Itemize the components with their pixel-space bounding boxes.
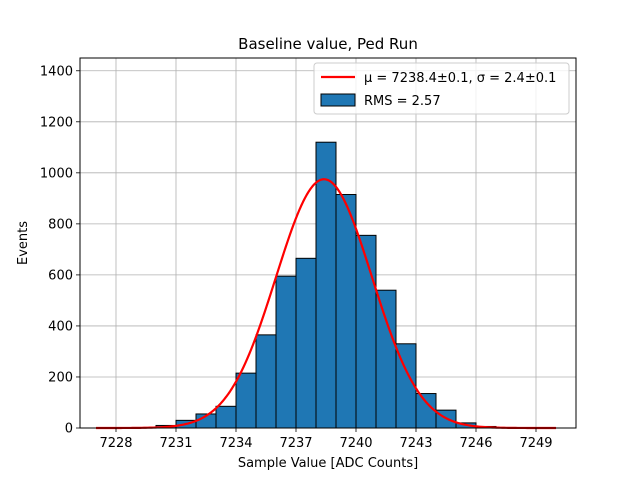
y-tick-label: 800 — [48, 217, 73, 232]
gaussian-fit — [96, 178, 556, 430]
legend-rms-label: RMS = 2.57 — [364, 94, 441, 109]
y-tick-label: 200 — [48, 370, 73, 385]
histogram-bar — [415, 393, 437, 429]
histogram-bar — [355, 234, 377, 429]
x-tick-label: 7243 — [399, 436, 432, 451]
x-axis-title: Sample Value [ADC Counts] — [238, 456, 418, 471]
x-tick-label: 7246 — [459, 436, 492, 451]
y-axis-title: Events — [16, 221, 31, 265]
legend-box — [313, 62, 570, 115]
y-tick-label: 400 — [48, 319, 73, 334]
legend-fit-label: μ = 7238.4±0.1, σ = 2.4±0.1 — [364, 71, 556, 86]
legend: μ = 7238.4±0.1, σ = 2.4±0.1 RMS = 2.57 — [313, 62, 570, 115]
plot-frame — [79, 57, 577, 429]
fit-curve — [96, 178, 556, 430]
y-tick-label: 1200 — [40, 115, 73, 130]
y-tick-label: 1000 — [40, 166, 73, 181]
y-tick-label: 0 — [65, 422, 73, 437]
x-tick-label: 7249 — [519, 436, 552, 451]
x-tick-label: 7234 — [219, 436, 252, 451]
histogram-bar — [255, 334, 277, 429]
histogram-bar — [295, 257, 317, 429]
y-tick-label: 600 — [48, 268, 73, 283]
x-tick-label: 7228 — [99, 436, 132, 451]
y-tick-label: 1400 — [40, 64, 73, 79]
x-tick-label: 7231 — [159, 436, 192, 451]
histogram-bar — [335, 194, 357, 429]
chart-title: Baseline value, Ped Run — [238, 35, 418, 53]
histogram-bar — [375, 289, 397, 429]
histogram-bar — [215, 405, 237, 429]
histogram-bar — [235, 372, 257, 429]
y-axis-ticks: 0 200 400 600 800 1000 1200 1400 — [40, 64, 80, 437]
histogram-bar — [275, 275, 297, 429]
x-axis-ticks: 7228 7231 7234 7237 7240 7243 7246 7249 — [99, 428, 553, 451]
x-tick-label: 7237 — [279, 436, 312, 451]
x-tick-label: 7240 — [339, 436, 372, 451]
legend-rms-swatch — [320, 93, 356, 107]
